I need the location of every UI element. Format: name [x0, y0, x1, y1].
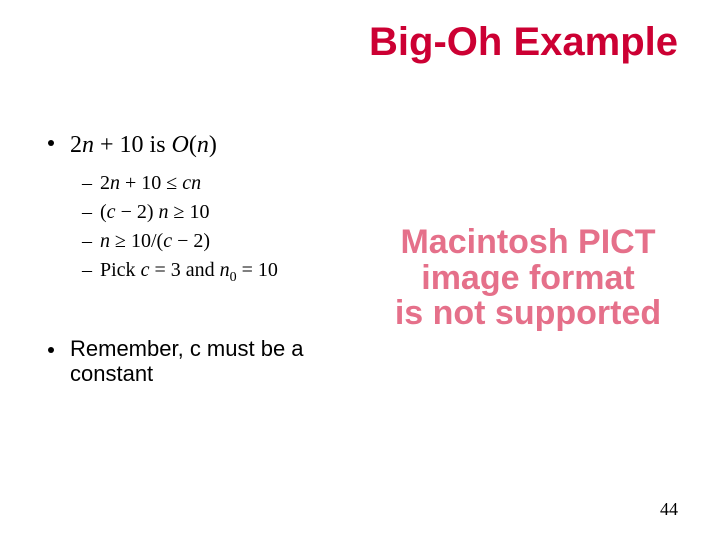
sub-bullet: –Pick c = 3 and n0 = 10: [100, 257, 390, 283]
pict-placeholder: Macintosh PICT image format is not suppo…: [348, 225, 708, 332]
page-number-text: 44: [660, 499, 678, 519]
bullet-main: 2n + 10 is O(n): [70, 130, 390, 160]
text-part: n: [159, 201, 169, 223]
text-part: c: [107, 201, 116, 223]
remember-text: Remember, c must be a constant: [70, 336, 304, 386]
pict-line1: Macintosh PICT: [348, 225, 708, 261]
b1-mid: + 10 is: [94, 132, 172, 158]
text-part: n: [191, 172, 201, 194]
text-part: c: [163, 230, 172, 252]
text-part: = 10: [237, 259, 278, 281]
text-part: − 2): [116, 201, 159, 223]
bullet-remember: Remember, c must be a constant: [70, 336, 330, 387]
text-part: n: [100, 230, 110, 252]
b1-O: O: [172, 132, 189, 158]
dash-icon: –: [82, 199, 92, 225]
page-number: 44: [660, 499, 678, 520]
pict-line3: is not supported: [348, 296, 708, 332]
slide-title: Big-Oh Example: [369, 20, 678, 65]
slide: Big-Oh Example 2n + 10 is O(n) –2n + 10 …: [0, 0, 720, 540]
text-part: = 3 and: [149, 259, 219, 281]
sub-bullet: –(c − 2) n ≥ 10: [100, 199, 390, 225]
text-part: + 10 ≤: [120, 172, 182, 194]
bullet-dot-icon: [48, 140, 54, 146]
bullet-dot-icon: [48, 347, 54, 353]
text-part: 0: [230, 270, 237, 285]
text-part: ≥ 10/(: [110, 230, 163, 252]
text-part: 2: [100, 172, 110, 194]
text-part: ≥ 10: [169, 201, 210, 223]
b1-po: (: [189, 132, 197, 158]
pict-line2: image format: [348, 261, 708, 297]
b1-n1: n: [82, 132, 94, 158]
sub-bullet-list: –2n + 10 ≤ cn –(c − 2) n ≥ 10 –n ≥ 10/(c −…: [100, 170, 390, 283]
title-text: Big-Oh Example: [369, 20, 678, 64]
dash-icon: –: [82, 228, 92, 254]
b1-pc: ): [209, 132, 217, 158]
text-part: n: [110, 172, 120, 194]
text-part: Pick: [100, 259, 141, 281]
text-part: c: [182, 172, 191, 194]
text-part: n: [220, 259, 230, 281]
b1-prefix: 2: [70, 132, 82, 158]
body-left-column: 2n + 10 is O(n) –2n + 10 ≤ cn–(c − 2) n …: [70, 130, 390, 286]
dash-icon: –: [82, 170, 92, 196]
sub-bullet: –n ≥ 10/(c − 2): [100, 228, 390, 254]
b1-n2: n: [197, 132, 209, 158]
sub-bullet: –2n + 10 ≤ cn: [100, 170, 390, 196]
dash-icon: –: [82, 257, 92, 283]
text-part: (: [100, 201, 107, 223]
text-part: − 2): [172, 230, 210, 252]
